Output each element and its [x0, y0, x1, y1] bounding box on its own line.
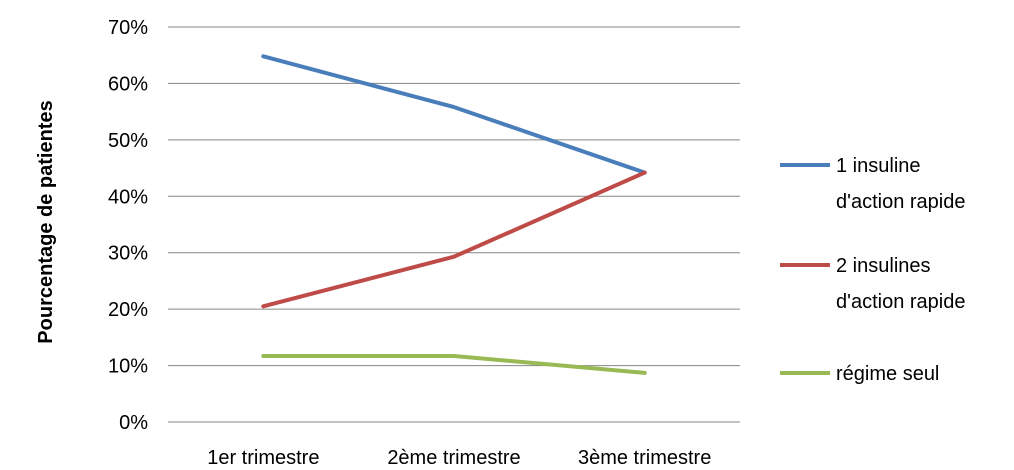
y-tick-label: 20%: [108, 299, 148, 321]
legend-label-2: 2 insulines: [836, 255, 931, 277]
y-tick-label: 50%: [108, 130, 148, 152]
y-tick-label: 30%: [108, 243, 148, 265]
series-line-2: [261, 170, 647, 309]
y-tick-label: 60%: [108, 73, 148, 95]
series-layer: [261, 54, 647, 375]
y-axis-title: Pourcentage de patientes: [35, 100, 57, 343]
y-tick-label: 40%: [108, 186, 148, 208]
x-tick-label: 1er trimestre: [207, 447, 319, 469]
axis-layer: 0% 10% 20% 30% 40% 50% 60% 70% 1er trimestre 2ème…: [108, 17, 740, 469]
y-tick-label: 70%: [108, 17, 148, 39]
x-tick-label: 3ème trimestre: [578, 447, 711, 469]
legend-label-3: régime seul: [836, 363, 939, 385]
legend-label-1: d'action rapide: [836, 191, 965, 213]
legend-label-2: d'action rapide: [836, 291, 965, 313]
legend-label-1: 1 insuline: [836, 155, 921, 177]
y-tick-label: 10%: [108, 356, 148, 378]
y-tick-label: 0%: [119, 412, 148, 434]
series-line-3: [261, 354, 647, 375]
grid-layer: [168, 26, 740, 367]
x-tick-label: 2ème trimestre: [387, 447, 520, 469]
series-line-1: [261, 54, 647, 175]
legend-layer: 1 insuline d'action rapide 2 insulines d'ac…: [780, 155, 965, 385]
